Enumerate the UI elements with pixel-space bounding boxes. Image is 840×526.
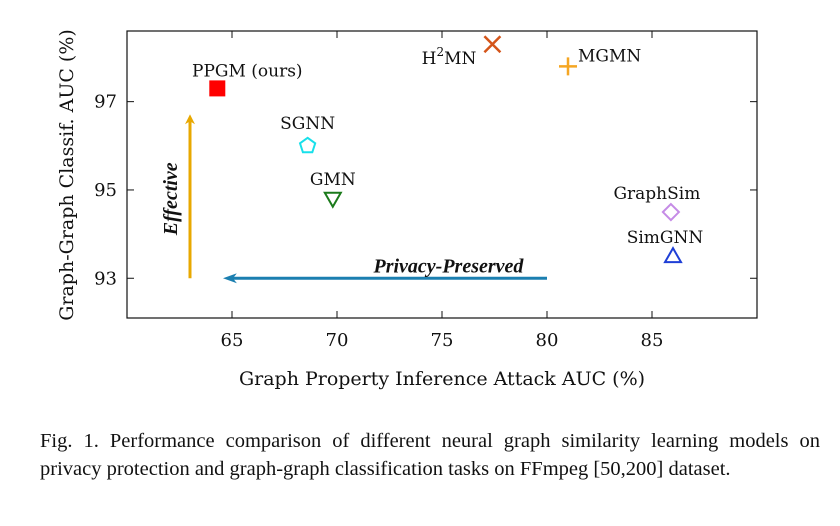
x-tick-label: 65: [221, 330, 244, 351]
point-label: GMN: [310, 170, 356, 190]
h2mn-label-sup: 2: [436, 45, 444, 59]
y-axis-title: Graph-Graph Classif. AUC (%): [56, 29, 78, 321]
point-label: MGMN: [578, 46, 641, 66]
point-mgmn-plus: [559, 57, 577, 76]
y-tick-label: 93: [94, 268, 117, 289]
x-tick-label: 85: [641, 330, 664, 351]
point-sgnn-pentagon: [298, 136, 317, 154]
point-label-h2mn: H2MN: [422, 45, 477, 69]
effective-annotation: Effective: [160, 162, 182, 236]
point-label: SGNN: [280, 114, 335, 134]
y-tick-label: 95: [94, 180, 117, 201]
x-tick-label: 70: [326, 330, 349, 351]
point-simgnn-triangle: [663, 246, 683, 264]
figure-caption: Fig. 1. Performance comparison of differ…: [40, 430, 820, 480]
point-label: SimGNN: [627, 228, 704, 248]
h2mn-label-base: H: [422, 49, 437, 69]
scatter-chart: 65 70 75 80 85 93 95 97 Effective Privacy-Preser…: [56, 29, 758, 390]
point-label: PPGM (ours): [192, 61, 303, 81]
x-axis-title: Graph Property Inference Attack AUC (%): [239, 368, 645, 390]
h2mn-label-rest: MN: [444, 49, 476, 69]
point-h2mn-x: [483, 35, 502, 54]
point-ppgm-square: [209, 80, 226, 97]
privacy-preserved-annotation: Privacy-Preserved: [372, 255, 524, 277]
point-graphsim-diamond: [661, 202, 681, 222]
point-gmn-triangle: [323, 191, 343, 209]
x-tick-label: 80: [536, 330, 559, 351]
y-tick-label: 97: [94, 92, 117, 113]
x-tick-label: 75: [431, 330, 454, 351]
point-label: GraphSim: [613, 184, 700, 204]
